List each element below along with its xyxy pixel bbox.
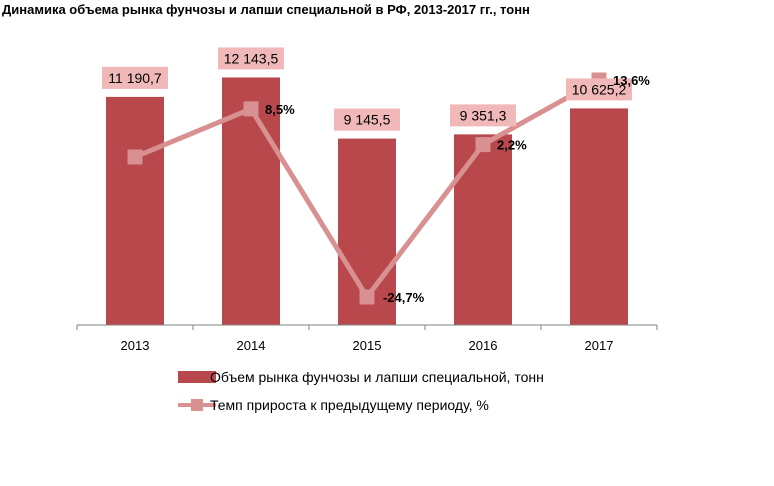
x-tick-label: 2016 <box>469 338 498 353</box>
bar-2013 <box>106 96 164 325</box>
labels-layer: 11 190,7 12 143,5 9 145,5 9 351,3 10 625,2 8,… <box>102 47 650 305</box>
growth-marker-2013 <box>127 149 143 165</box>
growth-value-label: -24,7% <box>383 290 425 305</box>
bar-value-label: 12 143,5 <box>224 50 279 66</box>
x-tick-label: 2013 <box>121 338 150 353</box>
bar-value-label: 9 351,3 <box>460 107 507 123</box>
bars-layer <box>106 77 628 326</box>
legend-label-line: Темп прироста к предыдущему периоду, % <box>210 397 489 413</box>
growth-value-label: 2,2% <box>497 138 527 153</box>
legend-swatch-bar <box>178 371 216 383</box>
growth-marker-2014 <box>243 101 259 117</box>
bar-value-label-box <box>566 78 632 101</box>
bar-2016 <box>454 134 512 325</box>
bar-value-label: 10 625,2 <box>572 81 627 97</box>
bar-value-label: 9 145,5 <box>344 112 391 128</box>
bar-value-label: 11 190,7 <box>108 70 162 86</box>
growth-value-label: 13,6% <box>613 73 650 88</box>
axis-layer: 2013 2014 2015 2016 2017 <box>76 324 658 353</box>
x-tick-label: 2017 <box>585 338 614 353</box>
x-tick-label: 2014 <box>237 338 266 353</box>
legend-swatch-marker <box>191 399 203 411</box>
growth-marker-2016 <box>475 137 491 153</box>
bar-value-label-box <box>218 47 284 70</box>
legend-label-bar: Объем рынка фунчозы и лапши специальной,… <box>210 369 544 385</box>
bar-value-label-box <box>450 104 516 127</box>
bar-2017 <box>570 108 628 325</box>
chart-title: Динамика объема рынка фунчозы и лапши сп… <box>2 2 530 17</box>
growth-marker-2015 <box>359 289 375 305</box>
bar-value-label-box <box>102 66 168 89</box>
legend-layer: Объем рынка фунчозы и лапши специальной,… <box>178 369 544 413</box>
bar-value-label-box <box>334 108 400 131</box>
growth-value-label: 8,5% <box>265 102 295 117</box>
x-tick-label: 2015 <box>353 338 382 353</box>
